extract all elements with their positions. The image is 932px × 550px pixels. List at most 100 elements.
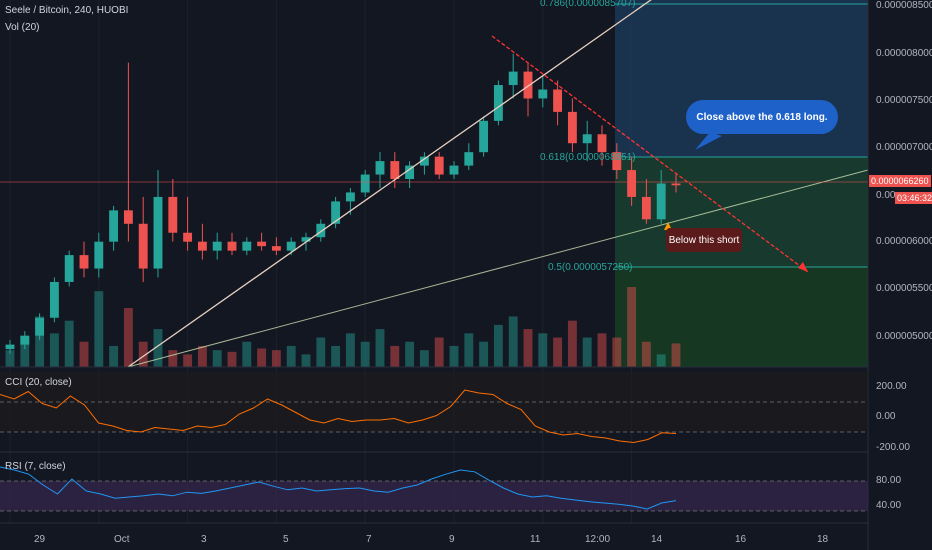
countdown-badge: 03:46:32 xyxy=(895,192,932,204)
candle-body xyxy=(671,183,681,186)
candle-body xyxy=(64,255,74,282)
candle-body xyxy=(212,241,222,251)
time-tick: 9 xyxy=(449,534,455,545)
volume-bar xyxy=(538,333,548,367)
rsi-tick: 40.00 xyxy=(876,500,902,511)
candle-body xyxy=(79,255,89,269)
candle-body xyxy=(360,174,370,193)
candle-body xyxy=(242,241,252,251)
time-tick: 3 xyxy=(201,534,207,545)
candle-body xyxy=(582,134,592,144)
candle-body xyxy=(109,210,119,242)
volume-bar xyxy=(656,354,666,367)
trendline-rising xyxy=(127,0,652,368)
candle-body xyxy=(627,170,637,197)
candlesticks xyxy=(5,53,681,354)
candle-body xyxy=(94,241,104,269)
candle-body xyxy=(227,241,237,251)
arrow-head-icon xyxy=(798,262,808,272)
candle-body xyxy=(464,152,474,166)
volume-bar xyxy=(49,333,59,367)
volume-bar xyxy=(405,341,415,367)
candle-body xyxy=(567,111,577,144)
candle-body xyxy=(449,165,459,175)
volume-bar xyxy=(123,308,133,367)
candle-body xyxy=(271,246,281,251)
cci-tick: 0.00 xyxy=(876,411,896,422)
note-bubble: Close above the 0.618 long. xyxy=(686,100,838,134)
candle-body xyxy=(523,71,533,99)
cci-tick: 200.00 xyxy=(876,381,907,392)
time-tick: 18 xyxy=(817,534,829,545)
candle-body xyxy=(419,156,429,166)
volume-bar xyxy=(5,350,15,367)
volume-bar xyxy=(523,329,533,367)
candle-body xyxy=(138,223,148,269)
fib-zone-middle xyxy=(615,157,868,267)
volume-bar xyxy=(582,337,592,367)
volume-bar xyxy=(567,320,577,367)
volume-bar xyxy=(242,341,252,367)
time-tick: 7 xyxy=(366,534,372,545)
volume-bar xyxy=(612,337,622,367)
volume-bar xyxy=(168,350,178,367)
candle-body xyxy=(301,237,311,242)
volume-bar xyxy=(434,337,444,367)
candle-body xyxy=(597,134,607,153)
volume-label: Vol (20) xyxy=(5,22,40,33)
candle-body xyxy=(257,241,267,247)
volume-bar xyxy=(345,333,355,367)
volume-bars xyxy=(5,287,681,367)
volume-bar xyxy=(464,333,474,367)
volume-bar xyxy=(197,345,207,367)
candle-body xyxy=(508,71,518,86)
volume-bar xyxy=(35,316,45,367)
fib-5-label: 0.5(0.0000057250) xyxy=(548,262,633,273)
candle-body xyxy=(612,152,622,171)
candle-body xyxy=(345,192,355,202)
time-tick: 12:00 xyxy=(585,534,611,545)
candle-body xyxy=(5,344,15,350)
time-tick: 5 xyxy=(283,534,289,545)
candle-body xyxy=(641,196,651,220)
rsi-line xyxy=(0,466,677,510)
candle-body xyxy=(493,85,503,121)
volume-bar xyxy=(375,329,385,367)
volume-bar xyxy=(479,341,489,367)
cci-tick: -200.00 xyxy=(876,442,910,453)
candle-body xyxy=(20,335,30,345)
price-tick-partial: 0.00 xyxy=(876,190,896,201)
volume-bar xyxy=(301,354,311,367)
volume-bar xyxy=(286,345,296,367)
volume-bar xyxy=(493,324,503,367)
volume-bar xyxy=(449,345,459,367)
time-tick: 29 xyxy=(34,534,46,545)
fib-618-label: 0.618(0.0000068951) xyxy=(540,152,636,163)
volume-bar xyxy=(183,354,193,367)
volume-bar xyxy=(257,348,267,367)
time-tick: 14 xyxy=(651,534,663,545)
short-tag: Below this short xyxy=(666,228,742,252)
volume-bar xyxy=(79,341,89,367)
volume-bar xyxy=(597,333,607,367)
fib-zone-lower xyxy=(615,267,868,367)
volume-bar xyxy=(64,320,74,367)
candle-body xyxy=(183,232,193,242)
candle-body xyxy=(479,120,489,153)
time-tick: Oct xyxy=(114,534,130,545)
volume-bar xyxy=(271,350,281,367)
candle-body xyxy=(553,89,563,112)
volume-bar xyxy=(508,316,518,367)
candle-body xyxy=(286,241,296,251)
candle-body xyxy=(390,161,400,180)
volume-bar xyxy=(553,337,563,367)
cci-label: CCI (20, close) xyxy=(5,377,72,388)
volume-bar xyxy=(138,341,148,367)
